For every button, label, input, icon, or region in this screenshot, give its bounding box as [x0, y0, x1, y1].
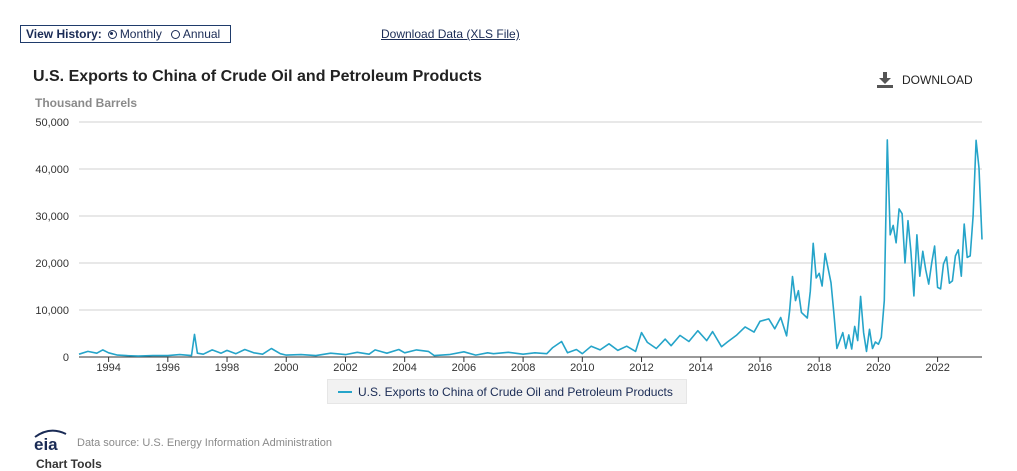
download-button[interactable]: DOWNLOAD	[877, 72, 973, 88]
x-tick-label: 2000	[274, 362, 298, 374]
x-tick-label: 1994	[96, 362, 120, 374]
x-tick-label: 2014	[688, 362, 712, 374]
chart-tools-heading: Chart Tools	[36, 457, 102, 471]
view-history-label: View History:	[26, 27, 102, 41]
download-xls-link[interactable]: Download Data (XLS File)	[381, 27, 520, 41]
annual-radio-label: Annual	[182, 27, 221, 41]
eia-logo: eia	[34, 429, 67, 454]
y-axis: 0 10,000 20,000 30,000 40,000 50,000	[35, 117, 69, 364]
data-source: Data source: U.S. Energy Information Adm…	[77, 437, 332, 449]
legend-label: U.S. Exports to China of Crude Oil and P…	[358, 384, 673, 399]
x-tick-label: 2020	[866, 362, 890, 374]
radio-selected-icon	[107, 29, 117, 39]
x-axis: 1994 1996 1998 2000 2002 2004 2006 2008 2010 2012…	[96, 357, 950, 374]
y-tick-label: 0	[63, 352, 69, 364]
x-tick-label: 2016	[748, 362, 772, 374]
chart-title: U.S. Exports to China of Crude Oil and P…	[33, 68, 482, 85]
x-tick-label: 2022	[925, 362, 949, 374]
gridlines	[79, 121, 982, 358]
annual-radio[interactable]: Annual	[170, 27, 221, 41]
y-tick-label: 20,000	[35, 258, 69, 270]
y-tick-label: 30,000	[35, 211, 69, 223]
legend-swatch	[338, 390, 352, 393]
x-tick-label: 2008	[511, 362, 535, 374]
y-tick-label: 50,000	[35, 117, 69, 129]
y-tick-label: 10,000	[35, 305, 69, 317]
x-tick-label: 2002	[333, 362, 357, 374]
download-button-label: DOWNLOAD	[902, 73, 973, 87]
chart-legend[interactable]: U.S. Exports to China of Crude Oil and P…	[327, 379, 687, 404]
x-tick-label: 1998	[215, 362, 239, 374]
x-tick-label: 1996	[156, 362, 180, 374]
download-icon	[877, 72, 893, 88]
view-history-panel: View History: Monthly Annual	[20, 25, 231, 43]
x-tick-label: 2004	[392, 362, 416, 374]
y-tick-label: 40,000	[35, 164, 69, 176]
x-tick-label: 2018	[807, 362, 831, 374]
eia-logo-text: eia	[34, 435, 58, 454]
x-tick-label: 2010	[570, 362, 594, 374]
x-tick-label: 2012	[629, 362, 653, 374]
monthly-radio[interactable]: Monthly	[107, 27, 162, 41]
series-line[interactable]	[78, 139, 983, 357]
series-group	[78, 139, 983, 357]
radio-unselected-icon	[170, 29, 180, 39]
chart-units: Thousand Barrels	[35, 96, 138, 110]
monthly-radio-label: Monthly	[119, 27, 162, 41]
x-tick-label: 2006	[452, 362, 476, 374]
